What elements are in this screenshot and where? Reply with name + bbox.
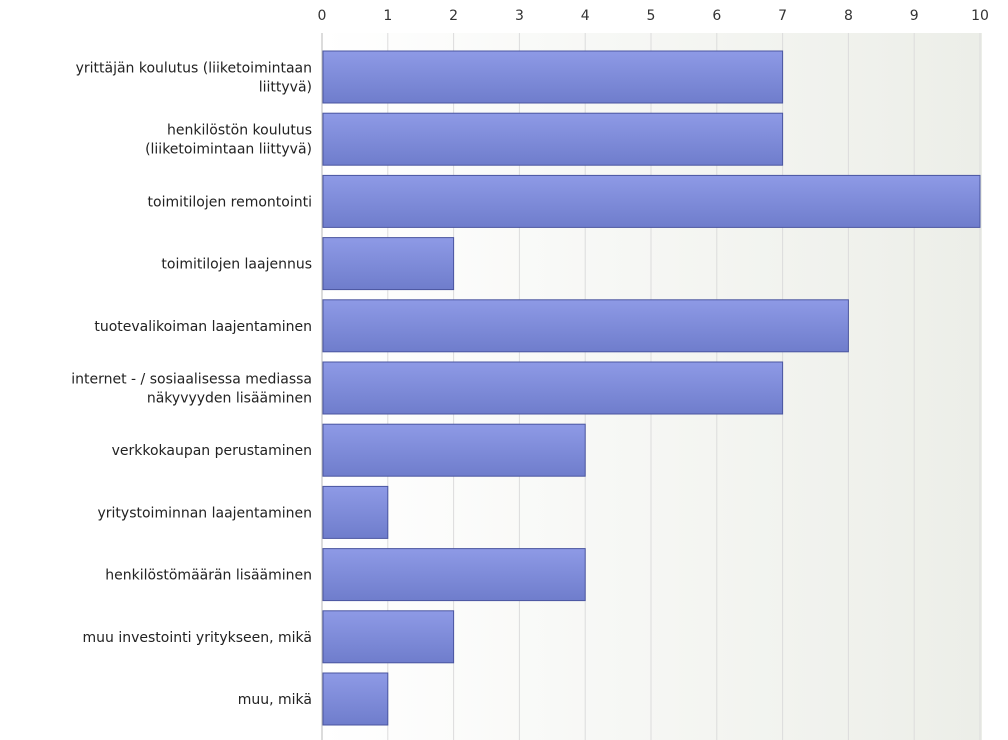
category-label-10: muu, mikä [238,692,312,708]
x-tick-label-6: 6 [712,8,721,24]
category-label-3: toimitilojen laajennus [161,257,312,273]
bar-1 [322,112,784,166]
category-label-line: yrittäjän koulutus (liiketoimintaan [76,61,312,77]
x-tick-label-3: 3 [515,8,524,24]
category-label-line: näkyvyyden lisääminen [147,391,312,407]
category-label-line: muu, mikä [238,692,312,708]
category-labels: yrittäjän koulutus (liiketoimintaan liitt… [71,61,312,709]
category-label-0: yrittäjän koulutus (liiketoimintaan liitt… [76,61,312,96]
category-label-line: toimitilojen laajennus [161,257,312,273]
category-label-line: henkilöstömäärän lisääminen [105,568,312,584]
category-label-9: muu investointi yritykseen, mikä [82,630,312,646]
bar-5 [322,361,784,415]
category-label-2: toimitilojen remontointi [148,194,312,210]
category-label-5: internet - / sosiaalisessa mediassa näkyv… [71,372,312,407]
bar-4 [322,299,849,353]
bar-2 [322,174,981,228]
bars [322,50,981,726]
category-label-line: tuotevalikoiman laajentaminen [94,319,312,335]
x-tick-label-5: 5 [647,8,656,24]
x-tick-label-7: 7 [778,8,787,24]
category-label-line: muu investointi yritykseen, mikä [82,630,312,646]
x-axis-ticks: 0 1 2 3 4 5 6 7 8 9 10 [318,8,989,24]
x-tick-label-2: 2 [449,8,458,24]
category-label-line: verkkokaupan perustaminen [112,443,312,459]
bar-6 [322,423,586,477]
bar-3 [322,237,455,291]
category-label-4: tuotevalikoiman laajentaminen [94,319,312,335]
bar-7 [322,485,389,539]
x-tick-label-8: 8 [844,8,853,24]
category-label-line: internet - / sosiaalisessa mediassa [71,372,312,388]
x-tick-label-1: 1 [383,8,392,24]
category-label-7: yritystoiminnan laajentaminen [98,505,313,521]
category-label-line: toimitilojen remontointi [148,194,312,210]
category-label-line: yritystoiminnan laajentaminen [98,505,313,521]
x-tick-label-0: 0 [318,8,327,24]
category-label-8: henkilöstömäärän lisääminen [105,568,312,584]
x-tick-label-4: 4 [581,8,590,24]
category-label-line: liittyvä) [259,80,312,96]
category-label-line: henkilöstön koulutus [167,123,312,139]
bar-10 [322,672,389,726]
x-tick-label-9: 9 [910,8,919,24]
category-label-line: (liiketoimintaan liittyvä) [145,142,312,158]
x-tick-label-10: 10 [971,8,989,24]
category-label-1: henkilöstön koulutus (liiketoimintaan lii… [145,123,312,158]
bar-8 [322,548,586,602]
category-label-6: verkkokaupan perustaminen [112,443,312,459]
bar-9 [322,610,455,664]
bar-0 [322,50,784,104]
